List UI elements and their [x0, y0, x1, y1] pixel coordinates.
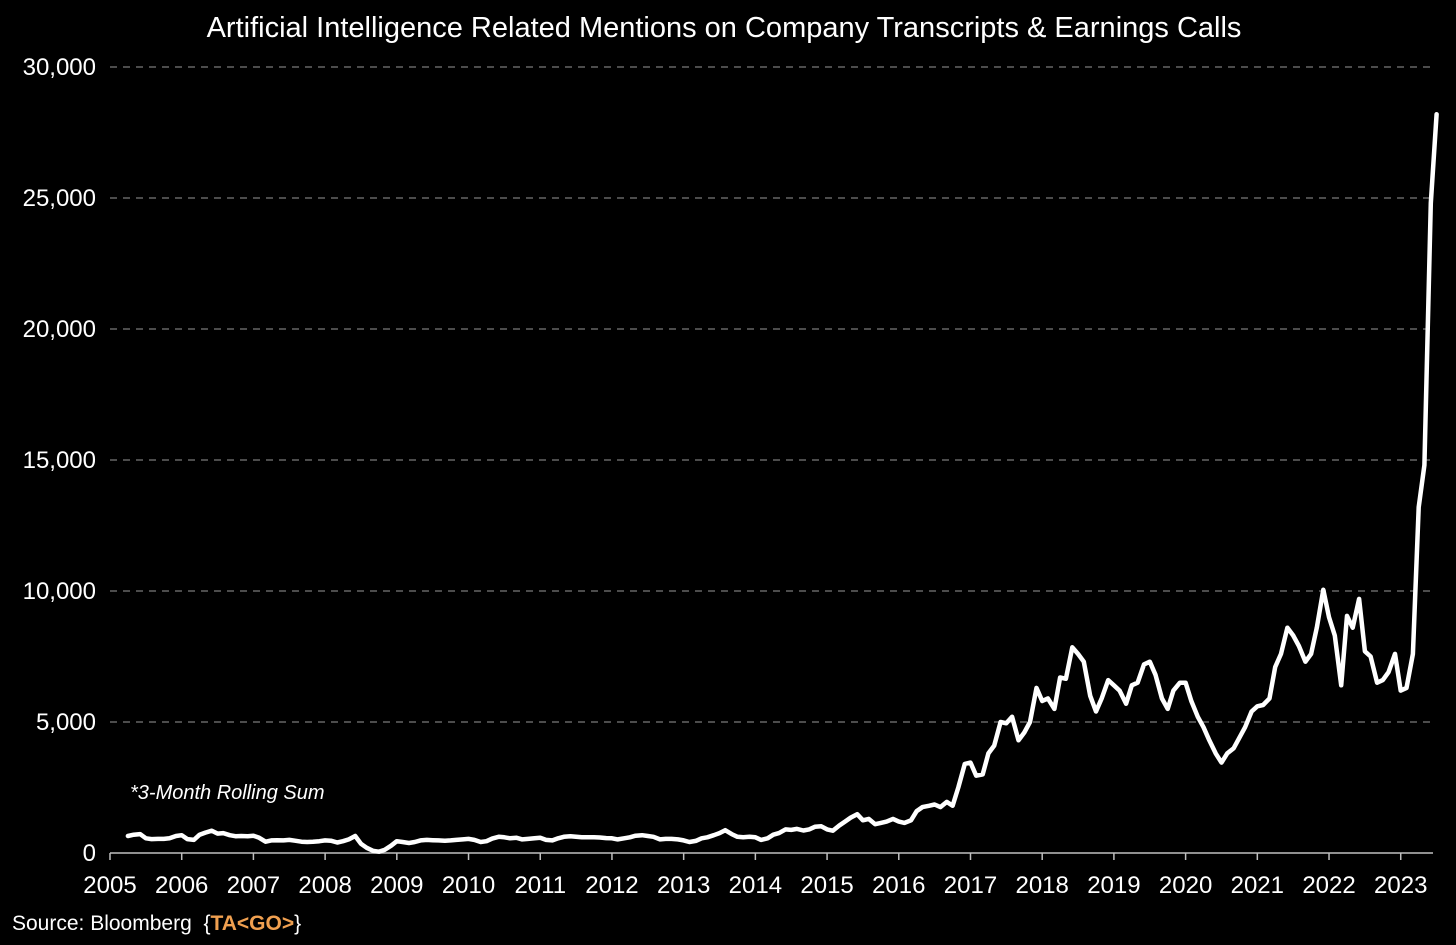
y-tick-label: 10,000 [23, 578, 96, 605]
series-line-ai-mentions [125, 111, 1439, 854]
bloomberg-function-code[interactable]: TA<GO> [210, 912, 295, 935]
x-tick-label: 2014 [729, 872, 782, 899]
source-label: Source: Bloomberg [12, 912, 192, 935]
y-tick-label: 5,000 [36, 709, 96, 736]
gridlines [110, 66, 1433, 723]
y-tick-label: 20,000 [23, 316, 96, 343]
code-brace-open: { [203, 912, 211, 935]
x-tick-label: 2013 [657, 872, 710, 899]
x-tick-label: 2007 [227, 872, 280, 899]
chart-title: Artificial Intelligence Related Mentions… [207, 12, 1242, 44]
y-tick-label: 30,000 [23, 54, 96, 81]
x-tick-label: 2018 [1015, 872, 1068, 899]
x-tick-label: 2019 [1087, 872, 1140, 899]
code-brace-close: } [294, 912, 302, 935]
x-tick-label: 2016 [872, 872, 925, 899]
x-tick-label: 2017 [944, 872, 997, 899]
x-axis-ticks: 2005 2006 2007 2008 2009 2010 2011 2012 2013 2014… [83, 853, 1427, 899]
y-axis-ticks: 0 5,000 10,000 15,000 20,000 25,000 30,000 [23, 54, 96, 867]
x-tick-label: 2009 [370, 872, 423, 899]
source-footer: Source: Bloomberg {TA<GO>} [12, 912, 301, 936]
x-tick-label: 2006 [155, 872, 208, 899]
y-tick-label: 0 [83, 840, 96, 867]
x-tick-label: 2020 [1159, 872, 1212, 899]
x-tick-label: 2011 [514, 872, 566, 899]
y-tick-label: 15,000 [23, 447, 96, 474]
x-tick-label: 2021 [1231, 872, 1284, 899]
x-tick-label: 2022 [1302, 872, 1355, 899]
x-tick-label: 2023 [1374, 872, 1427, 899]
x-tick-label: 2010 [442, 872, 495, 899]
x-tick-label: 2008 [298, 872, 351, 899]
series [125, 111, 1439, 854]
x-tick-label: 2005 [83, 872, 136, 899]
x-tick-label: 2015 [800, 872, 853, 899]
rolling-sum-annotation: *3-Month Rolling Sum [130, 782, 325, 804]
x-tick-label: 2012 [585, 872, 638, 899]
y-tick-label: 25,000 [23, 185, 96, 212]
